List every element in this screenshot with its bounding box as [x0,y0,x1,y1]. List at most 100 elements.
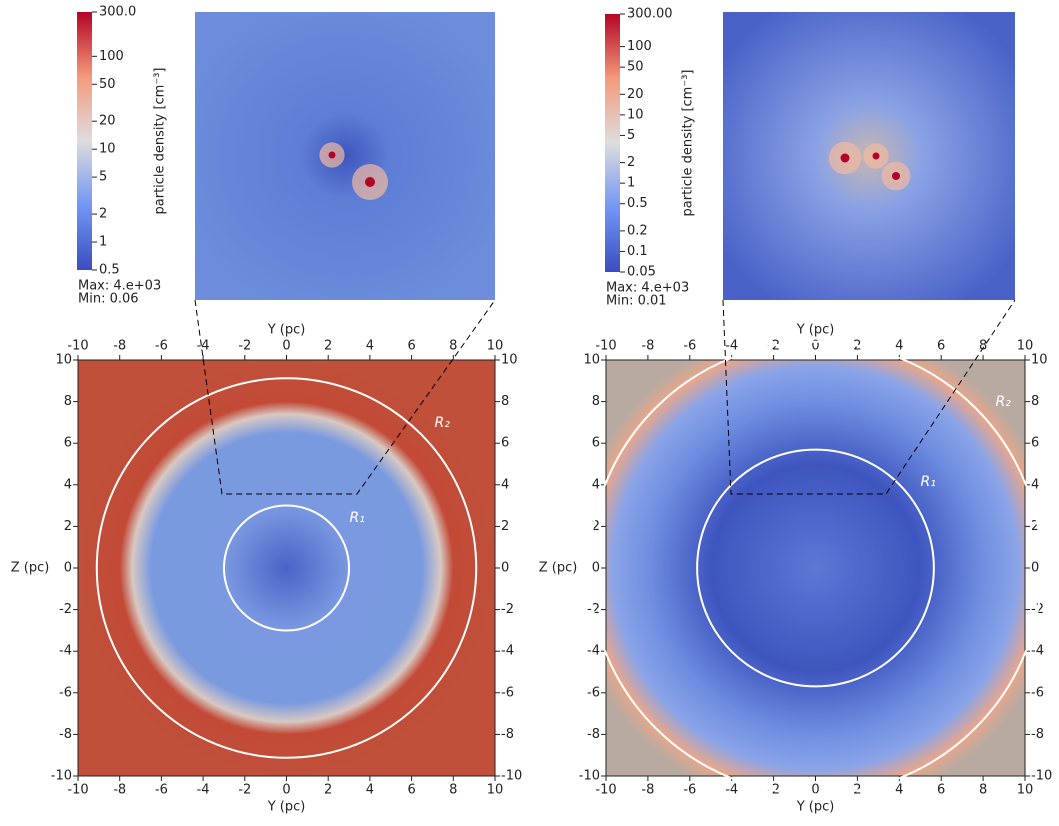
x-tick-label: -8 [641,339,654,354]
y-tick-label: 0 [64,561,72,576]
x-tick-label: 4 [895,783,903,798]
y-tick-label: -4 [1031,644,1044,659]
colorbar-tick-label: 1 [99,235,107,250]
y-tick-label: -2 [501,602,514,617]
y-tick-label: -10 [579,769,600,784]
density-map [78,360,495,776]
y-tick-label: -6 [501,685,514,700]
colorbar-tick-label: 20 [99,114,116,129]
x-tick-label: -6 [155,339,168,354]
colorbar-tick-label: 100 [627,39,652,54]
x-tick-label: -10 [595,783,616,798]
inset-core [365,177,375,187]
colorbar-label: particle density [cm⁻³] [153,68,168,215]
y-tick-label: -10 [1031,769,1052,784]
x-axis-label: Y (pc) [267,323,306,338]
colorbar-label: particle density [cm⁻³] [681,70,696,217]
colorbar-tick-label: 5 [627,128,635,143]
y-tick-label: -6 [1031,685,1044,700]
y-tick-label: -4 [59,644,72,659]
colorbar-tick-label: 5 [99,170,107,185]
y-tick-label: 6 [501,436,509,451]
x-tick-label: 8 [979,339,987,354]
y-tick-label: -4 [587,644,600,659]
y-tick-label: 10 [583,353,600,368]
inset-core [873,153,880,160]
x-tick-label: 4 [366,339,374,354]
x-tick-label: -2 [238,783,251,798]
y-tick-label: 6 [592,436,600,451]
y-tick-label: 4 [592,477,600,492]
y-tick-label: -6 [587,685,600,700]
x-tick-label: 10 [1017,783,1034,798]
annotation: Min: 0.06 [78,292,139,307]
x-tick-label: 2 [324,339,332,354]
y-tick-label: 8 [592,394,600,409]
y-tick-label: 2 [501,519,509,534]
y-axis-label: Z (pc) [539,561,578,576]
x-tick-label: -10 [67,783,88,798]
y-tick-label: -2 [59,602,72,617]
colorbar-tick-label: 0.1 [627,244,648,259]
x-tick-label: 4 [895,339,903,354]
y-tick-label: -4 [501,644,514,659]
colorbar-tick-label: 0.05 [627,265,656,280]
x-tick-label: -8 [113,339,126,354]
y-tick-label: 8 [501,394,509,409]
radius-label: R₂ [996,394,1012,410]
colorbar-tick-label: 100 [99,49,124,64]
y-tick-label: 10 [501,353,518,368]
x-tick-label: 6 [937,339,945,354]
x-tick-label: 6 [407,783,415,798]
radius-label: R₂ [435,415,451,431]
colorbar-tick-label: 300.0 [99,5,136,20]
y-tick-label: 6 [1031,436,1039,451]
x-tick-label: -4 [725,783,738,798]
colorbar-tick-label: 10 [627,107,644,122]
x-axis-label: Y (pc) [796,800,835,815]
y-tick-label: 8 [64,394,72,409]
y-tick-label: -8 [59,727,72,742]
x-tick-label: 0 [282,339,290,354]
colorbar [77,12,92,270]
colorbar-tick-label: 2 [627,155,635,170]
x-tick-label: 10 [1017,339,1034,354]
x-tick-label: 2 [324,783,332,798]
x-tick-label: -6 [155,783,168,798]
colorbar-tick-label: 0.5 [99,263,120,278]
y-tick-label: -10 [501,769,522,784]
colorbar-tick-label: 50 [99,77,116,92]
x-tick-label: 6 [937,783,945,798]
colorbar-tick-label: 20 [627,87,644,102]
y-tick-label: -8 [587,727,600,742]
y-tick-label: 0 [501,561,509,576]
colorbar-tick-label: 0.5 [627,196,648,211]
y-tick-label: 4 [501,477,509,492]
y-tick-label: 10 [55,353,72,368]
x-tick-label: 10 [487,339,504,354]
colorbar-tick-label: 300.00 [627,7,673,22]
radius-label: R₁ [350,510,365,526]
inset-core [841,154,850,163]
x-tick-label: 6 [407,339,415,354]
x-tick-label: 8 [979,783,987,798]
y-tick-label: 4 [1031,477,1039,492]
y-tick-label: -10 [51,769,72,784]
density-map [606,360,1025,776]
x-tick-label: 8 [449,783,457,798]
x-tick-label: -4 [725,339,738,354]
colorbar [605,14,620,272]
colorbar-tick-label: 50 [627,60,644,75]
x-tick-label: -2 [238,339,251,354]
radius-label: R₁ [921,474,936,490]
inset-core [329,152,336,159]
y-tick-label: 6 [64,436,72,451]
x-tick-label: 10 [487,783,504,798]
y-tick-label: -6 [59,685,72,700]
y-tick-label: 2 [64,519,72,534]
x-tick-label: -8 [113,783,126,798]
y-axis-label: Z (pc) [11,561,50,576]
x-tick-label: -8 [641,783,654,798]
colorbar-tick-label: 1 [627,176,635,191]
y-tick-label: 0 [592,561,600,576]
